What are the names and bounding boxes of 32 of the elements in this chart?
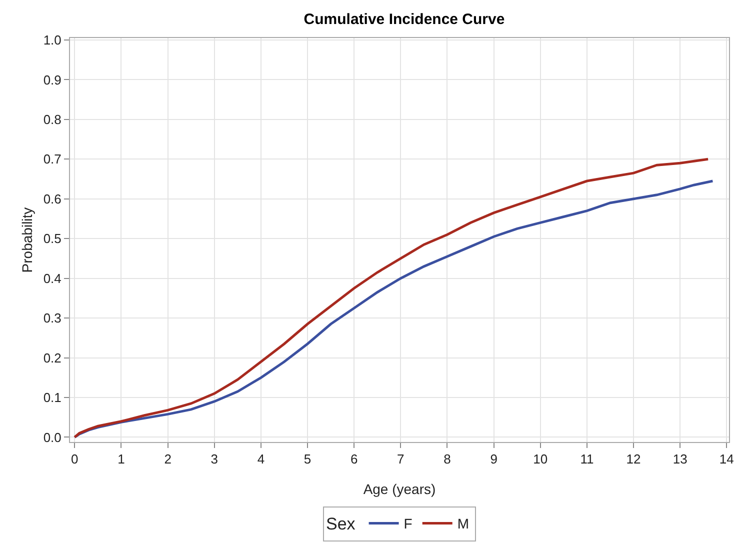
x-tick-label: 5 (304, 452, 312, 467)
x-tick-label: 7 (397, 452, 404, 467)
x-tick-label: 1 (118, 452, 125, 467)
x-tick-label: 14 (719, 452, 734, 467)
y-tick-label: 0.2 (43, 350, 62, 366)
y-tick-label: 0.9 (43, 72, 62, 88)
y-tick-label: 0.3 (43, 310, 62, 326)
x-tick-label: 4 (257, 452, 265, 467)
x-tick-label: 11 (580, 452, 594, 467)
x-tick-label: 10 (533, 452, 548, 467)
y-axis-title: Probability (19, 207, 35, 273)
y-tick-label: 0.5 (43, 231, 62, 246)
x-tick-label: 8 (444, 452, 451, 467)
x-tick-label: 0 (71, 452, 78, 467)
legend-label: M (457, 516, 470, 532)
x-tick-label: 6 (350, 452, 358, 467)
y-tick-label: 1.0 (43, 32, 62, 48)
x-tick-label: 12 (626, 452, 641, 467)
x-tick-label: 13 (672, 452, 688, 467)
chart-title: Cumulative Incidence Curve (304, 11, 505, 28)
y-tick-label: 0.7 (43, 152, 62, 167)
y-tick-label: 0.8 (43, 112, 62, 127)
y-tick-label: 0.4 (43, 270, 62, 286)
x-axis-title: Age (years) (363, 481, 436, 497)
y-tick-label: 0.1 (43, 390, 62, 406)
x-tick-label: 2 (164, 452, 172, 467)
x-tick-label: 3 (210, 452, 218, 467)
legend-title: Sex (326, 514, 356, 534)
legend-label: F (404, 516, 412, 532)
x-tick-label: 9 (490, 452, 498, 467)
y-tick-label: 0.6 (43, 191, 62, 206)
y-tick-label: 0.0 (43, 430, 62, 445)
